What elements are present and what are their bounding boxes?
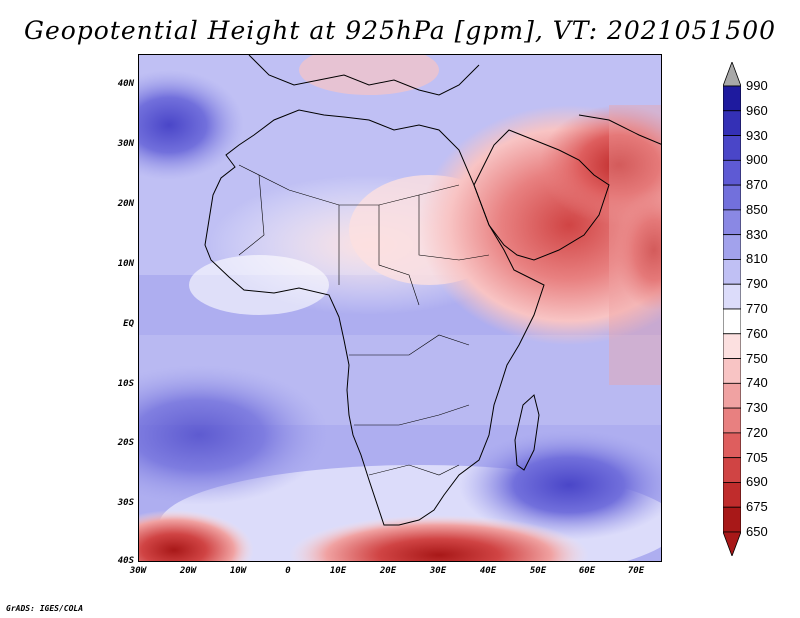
country-borders <box>238 164 490 476</box>
lon-label-0: 0 <box>285 566 291 576</box>
lat-label-20n: 20N <box>117 199 134 209</box>
colorbar-label: 870 <box>746 177 768 193</box>
colorbar-box <box>723 457 741 483</box>
colorbar-label: 770 <box>746 301 768 316</box>
colorbar-bottom-arrow <box>723 531 741 556</box>
europe-coast <box>248 55 480 96</box>
colorbar-box <box>723 432 741 459</box>
low-southwest <box>139 510 254 561</box>
colorbar-label: 730 <box>746 400 768 416</box>
lon-label-40e: 40E <box>479 566 497 576</box>
lon-label-10e: 10E <box>329 566 347 576</box>
lon-label-20e: 20E <box>379 566 397 576</box>
colorbar-label: 705 <box>746 449 768 465</box>
lat-label-30s: 30S <box>117 498 134 508</box>
colorbar-label: 760 <box>746 325 768 341</box>
border-chad <box>378 205 420 306</box>
low-iran <box>539 105 661 225</box>
lon-label-60e: 60E <box>578 566 596 576</box>
colorbar-box <box>723 407 741 434</box>
high-indian-ocean <box>459 430 661 540</box>
colorbar-label: 990 <box>746 78 768 93</box>
field-east <box>609 105 661 385</box>
border-sahel-north <box>238 164 460 206</box>
field-west-africa <box>189 255 329 315</box>
high-south-atlantic <box>139 365 329 505</box>
colorbar-box <box>723 209 741 236</box>
colorbar-label: 650 <box>746 524 768 539</box>
coastlines <box>204 55 661 526</box>
low-india <box>614 190 661 310</box>
madagascar-coast <box>514 394 540 471</box>
africa-coast <box>204 109 545 526</box>
lon-label-10w: 10W <box>229 566 247 576</box>
map-plot <box>138 54 662 562</box>
colorbar-label: 850 <box>746 201 768 217</box>
colorbar-box <box>723 135 741 161</box>
credit-text: GrADS: IGES/COLA <box>6 604 84 613</box>
colorbar-box <box>723 234 741 260</box>
border-sudan <box>418 195 490 261</box>
colorbar-label: 960 <box>746 102 768 118</box>
lon-label-30w: 30W <box>129 566 147 576</box>
colorbar-label: 750 <box>746 350 768 366</box>
colorbar-box <box>723 358 741 384</box>
colorbar-box <box>723 482 741 508</box>
colorbar <box>723 62 741 556</box>
colorbar-box <box>723 110 741 136</box>
lat-label-10n: 10N <box>117 259 134 269</box>
colorbar-label: 675 <box>746 499 768 515</box>
colorbar-label: 790 <box>746 276 768 292</box>
colorbar-box <box>723 382 741 409</box>
colorbar-label: 810 <box>746 251 768 267</box>
colorbar-box <box>723 159 741 186</box>
field-mediterranean <box>299 55 439 95</box>
colorbar-box <box>723 333 741 359</box>
border-angola <box>354 404 470 426</box>
low-south <box>289 515 589 561</box>
colorbar-box <box>723 85 741 112</box>
colorbar-box <box>723 283 741 310</box>
lat-label-40s: 40S <box>117 556 134 566</box>
colorbar-label: 900 <box>746 152 768 168</box>
colorbar-label: 740 <box>746 375 768 391</box>
colorbar-box <box>723 308 741 335</box>
lat-label-20s: 20S <box>117 438 134 448</box>
colorbar-label: 720 <box>746 424 768 440</box>
colorbar-top-arrow <box>723 62 741 87</box>
colorbar-box <box>723 259 741 285</box>
lat-label-40n: 40N <box>117 79 134 89</box>
lon-label-50e: 50E <box>529 566 547 576</box>
arabia-coast <box>473 129 610 261</box>
border-south <box>368 464 460 476</box>
high-atlantic <box>139 70 244 180</box>
colorbar-box <box>723 184 741 211</box>
asia-coast <box>578 114 661 145</box>
colorbar-box <box>723 506 741 533</box>
lon-label-70e: 70E <box>627 566 645 576</box>
lon-label-20w: 20W <box>179 566 197 576</box>
border-congo <box>349 334 470 356</box>
lat-label-30n: 30N <box>117 139 134 149</box>
map-title: Geopotential Height at 925hPa [gpm], VT:… <box>23 16 777 45</box>
colorbar-label: 830 <box>746 226 768 242</box>
lat-label-eq: EQ <box>123 319 134 329</box>
lon-label-30e: 30E <box>429 566 447 576</box>
lat-label-10s: 10S <box>117 379 134 389</box>
colorbar-label: 930 <box>746 127 768 143</box>
colorbar-boxes <box>723 62 741 556</box>
colorbar-label: 690 <box>746 474 768 490</box>
border-mauritania <box>238 174 265 256</box>
